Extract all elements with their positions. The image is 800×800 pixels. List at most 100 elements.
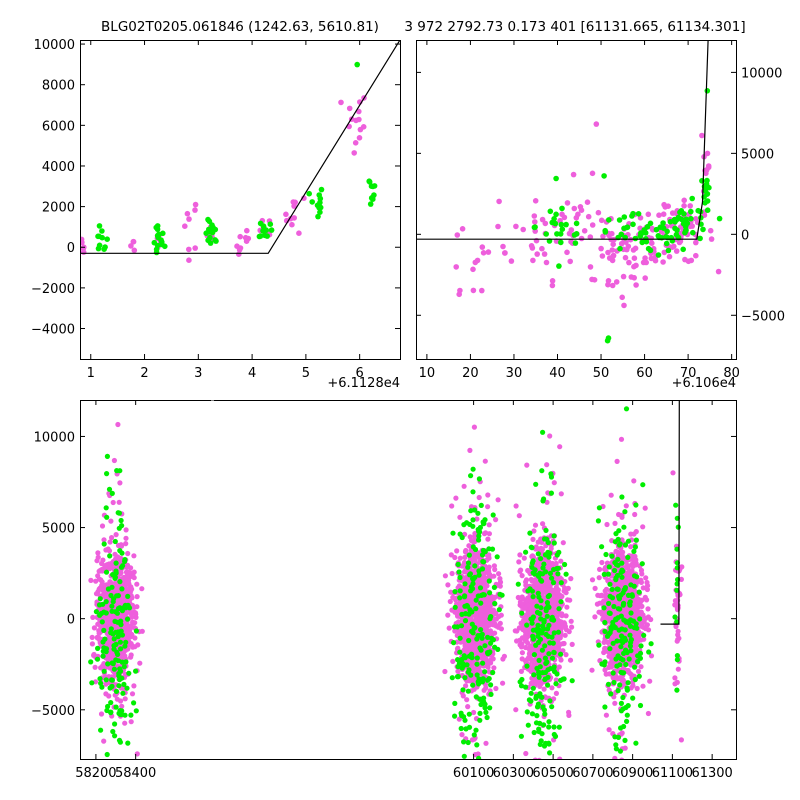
bottom-point xyxy=(458,639,464,645)
top-right-point xyxy=(660,220,666,226)
bottom-point xyxy=(115,651,121,658)
bottom-point xyxy=(119,586,125,592)
bottom-point xyxy=(602,588,608,594)
bottom-point xyxy=(484,714,490,721)
top-right-point xyxy=(660,211,667,217)
bottom-point xyxy=(457,514,463,520)
bottom-point xyxy=(455,668,461,674)
top-right-point xyxy=(610,253,616,259)
bottom-point xyxy=(100,653,106,659)
bottom-point xyxy=(497,579,504,585)
bottom-point xyxy=(522,618,529,624)
bottom-point xyxy=(91,625,97,631)
bottom-point xyxy=(106,615,112,622)
bottom-point xyxy=(117,708,123,714)
bottom-point xyxy=(463,683,469,689)
top-left-point xyxy=(354,61,361,68)
top-right-point xyxy=(558,239,564,246)
bottom-point xyxy=(484,627,490,633)
bottom-point xyxy=(540,521,546,527)
top-left-point xyxy=(209,222,215,228)
bottom-point xyxy=(118,698,124,704)
bottom-point xyxy=(561,588,567,594)
bottom-point xyxy=(465,704,471,710)
top-right-point xyxy=(704,191,711,197)
bottom-point xyxy=(101,668,107,674)
bottom-point xyxy=(485,492,491,498)
bottom-point xyxy=(453,495,459,501)
bottom-point xyxy=(109,603,115,609)
bottom-point xyxy=(564,604,570,610)
bottom-point xyxy=(534,581,540,588)
bottom-point xyxy=(115,542,122,549)
top-left-point xyxy=(192,207,198,213)
bottom-point xyxy=(461,559,468,566)
bottom-point xyxy=(89,634,95,641)
top-right-point xyxy=(613,279,620,285)
bottom-point xyxy=(515,594,521,601)
bottom-point xyxy=(123,541,129,547)
bottom-point xyxy=(462,554,468,561)
top-right-point xyxy=(617,245,623,252)
bottom-point xyxy=(534,680,540,686)
bottom-point xyxy=(98,727,104,733)
top-left-point xyxy=(296,230,302,236)
bottom-point xyxy=(543,695,549,701)
top-right-point xyxy=(578,235,585,242)
bottom-point xyxy=(118,646,124,652)
top-left-point xyxy=(261,232,268,239)
bottom-point xyxy=(614,458,620,464)
top-right-x-offset: +6.106e4 xyxy=(672,376,736,391)
top-right-point xyxy=(520,226,526,233)
bottom-point xyxy=(465,593,471,599)
top-right-point xyxy=(479,244,486,250)
bottom-point xyxy=(483,598,489,605)
top-left-point xyxy=(184,210,191,217)
top-right-point xyxy=(558,221,565,228)
top-right-point xyxy=(453,264,460,270)
bottom-point xyxy=(133,628,139,634)
bottom-point xyxy=(123,527,129,533)
top-right-point xyxy=(648,235,655,242)
top-right-point xyxy=(681,197,687,204)
bottom-point xyxy=(97,623,103,629)
bottom-point xyxy=(128,641,134,648)
bottom-point xyxy=(96,630,102,636)
top-left-point xyxy=(153,249,160,256)
bottom-point xyxy=(462,549,469,555)
top-right-point xyxy=(642,275,648,281)
bottom-point xyxy=(470,658,476,665)
bottom-point xyxy=(137,660,143,666)
top-right-point xyxy=(500,243,506,250)
bottom-point xyxy=(527,598,534,604)
bottom-point xyxy=(113,657,119,663)
bottom-point xyxy=(112,538,118,545)
top-right-point xyxy=(539,245,545,252)
top-left-point xyxy=(186,246,192,253)
bottom-point xyxy=(450,530,456,536)
bottom-point xyxy=(111,646,117,652)
top-right-point xyxy=(715,268,722,275)
bottom-point xyxy=(622,745,628,751)
bottom-point xyxy=(120,690,126,696)
bottom-point xyxy=(447,598,453,605)
top-right-point xyxy=(652,257,659,264)
top-right-point xyxy=(568,227,575,233)
bottom-point xyxy=(539,546,546,552)
top-right-point xyxy=(542,220,549,227)
top-right-point xyxy=(480,250,487,256)
bottom-point xyxy=(634,685,640,692)
top-right-point xyxy=(700,226,706,233)
top-left-y-tick-label: 0 xyxy=(67,241,75,256)
bottom-point xyxy=(122,557,128,563)
top-right-point xyxy=(472,259,479,266)
bottom-point xyxy=(513,503,519,509)
bottom-point xyxy=(465,688,471,694)
bottom-point xyxy=(549,626,555,632)
bottom-point xyxy=(678,737,685,743)
top-left-point xyxy=(128,243,134,249)
top-right-point xyxy=(601,173,607,179)
bottom-point xyxy=(493,517,499,523)
bottom-point xyxy=(111,666,117,672)
bottom-point xyxy=(103,677,109,683)
